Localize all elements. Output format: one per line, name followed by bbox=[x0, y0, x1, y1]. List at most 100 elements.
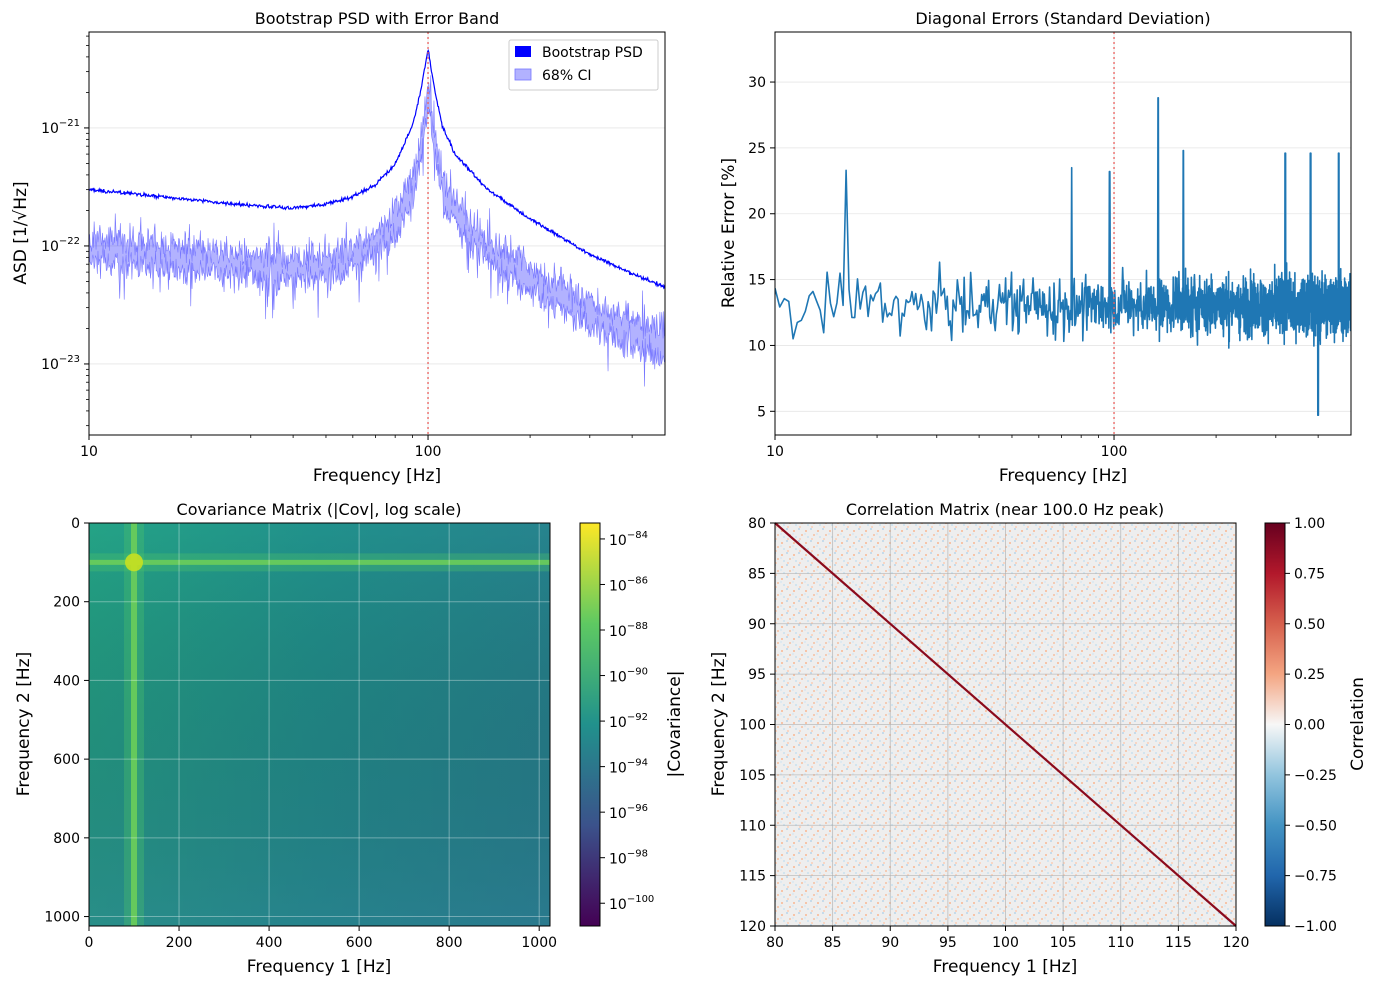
psd-x-ticks: 10 100 bbox=[80, 435, 633, 460]
psd-axes-frame bbox=[88, 31, 666, 436]
legend-swatch-psd bbox=[515, 46, 531, 57]
correlation-x-ticks: 80 85 90 95 100 105 110 115 120 bbox=[766, 926, 1249, 951]
correlation-colorbar: −1.00 −0.75 −0.50 −0.25 0.00 0.25 0.50 0.75 1.00… bbox=[1264, 516, 1368, 935]
errors-x-ticks: 10 100 bbox=[766, 435, 1319, 460]
psd-legend: Bootstrap PSD 68% CI bbox=[508, 39, 659, 91]
covariance-heatmap-shade bbox=[89, 523, 550, 926]
psd-line bbox=[89, 48, 665, 290]
y-tick-label: 100 bbox=[739, 718, 766, 734]
colorbar-tick-label: −1.00 bbox=[1294, 919, 1337, 935]
y-tick-label: 10−21 bbox=[41, 118, 80, 137]
colorbar-tick-label-base: 10 bbox=[609, 761, 627, 777]
x-tick-label: 100 bbox=[1101, 444, 1128, 460]
covariance-peak-lines bbox=[89, 523, 550, 926]
errors-x-label: Frequency [Hz] bbox=[999, 466, 1127, 486]
x-tick-label: 100 bbox=[992, 935, 1019, 951]
colorbar-tick-label: 0.25 bbox=[1294, 667, 1325, 683]
x-tick-label: 110 bbox=[1107, 935, 1134, 951]
colorbar-tick-label-exp: −94 bbox=[627, 758, 648, 769]
colorbar-tick-label-exp: −96 bbox=[627, 803, 648, 814]
colorbar-label: |Covariance| bbox=[665, 671, 685, 778]
peak-band-vertical bbox=[131, 523, 138, 926]
x-tick-label: 100 bbox=[415, 444, 442, 460]
y-tick-label: 115 bbox=[739, 869, 766, 885]
colorbar-tick-label-base: 10 bbox=[609, 806, 627, 822]
y-tick-label: 120 bbox=[739, 919, 766, 935]
colorbar-tick-label: 0.00 bbox=[1294, 718, 1325, 734]
x-tick-label: 120 bbox=[1223, 935, 1250, 951]
colorbar-tick-label-exp: −90 bbox=[627, 667, 648, 678]
colorbar-tick-label: −0.25 bbox=[1294, 768, 1337, 784]
colorbar-tick-label: 10−94 bbox=[609, 758, 648, 777]
y-tick-label: 25 bbox=[748, 141, 766, 157]
errors-grid bbox=[774, 32, 1351, 435]
x-tick-label: 95 bbox=[939, 935, 957, 951]
colorbar-tick-label: 0.75 bbox=[1294, 566, 1325, 582]
x-tick-label: 200 bbox=[166, 935, 193, 951]
y-tick-label: 85 bbox=[748, 566, 766, 582]
colorbar-tick-label-exp: −100 bbox=[627, 894, 654, 905]
covariance-title: Covariance Matrix (|Cov|, log scale) bbox=[177, 500, 462, 519]
colorbar-ticks: 10−10010−9810−9610−9410−9210−9010−8810−8… bbox=[600, 530, 654, 913]
correlation-y-ticks: 80 85 90 95 100 105 110 115 120 bbox=[739, 516, 775, 935]
colorbar-tick-label-base: 10 bbox=[609, 852, 627, 868]
colorbar-gradient bbox=[1264, 522, 1286, 927]
psd-x-label: Frequency [Hz] bbox=[313, 466, 441, 486]
peak-band-horizontal bbox=[89, 559, 550, 565]
legend-frame bbox=[508, 39, 659, 91]
y-tick-label-base: 10 bbox=[41, 239, 59, 255]
x-tick-label: 80 bbox=[766, 935, 784, 951]
colorbar-ticks: −1.00 −0.75 −0.50 −0.25 0.00 0.25 0.50 0.75 1.00 bbox=[1285, 516, 1337, 935]
colorbar-tick-label-base: 10 bbox=[609, 578, 627, 594]
x-tick-label: 85 bbox=[824, 935, 842, 951]
y-tick-label-exp: −23 bbox=[59, 354, 80, 365]
relative-error-line bbox=[775, 97, 1351, 417]
covariance-panel: 0 200 400 600 800 1000 0 200 400 600 800 1000 Cova… bbox=[14, 500, 685, 977]
covariance-axes-frame bbox=[88, 522, 551, 927]
errors-axes-frame bbox=[774, 31, 1352, 436]
correlation-title: Correlation Matrix (near 100.0 Hz peak) bbox=[846, 500, 1164, 519]
colorbar-tick-label-exp: −98 bbox=[627, 849, 648, 860]
y-tick-label: 20 bbox=[748, 207, 766, 223]
x-tick-label: 10 bbox=[80, 444, 98, 460]
colorbar-tick-label: 1.00 bbox=[1294, 516, 1325, 532]
y-tick-label: 400 bbox=[53, 673, 80, 689]
colorbar-tick-label: 10−100 bbox=[609, 894, 654, 913]
colorbar-tick-label-base: 10 bbox=[609, 670, 627, 686]
correlation-x-label: Frequency 1 [Hz] bbox=[933, 957, 1077, 977]
colorbar-tick-label: 10−90 bbox=[609, 667, 648, 686]
covariance-colorbar: 10−10010−9810−9610−9410−9210−9010−8810−8… bbox=[579, 522, 685, 927]
colorbar-label: Correlation bbox=[1348, 677, 1368, 771]
x-tick-label: 0 bbox=[85, 935, 94, 951]
y-tick-label-exp: −21 bbox=[59, 118, 80, 129]
y-tick-label: 200 bbox=[53, 595, 80, 611]
y-tick-label: 30 bbox=[748, 75, 766, 91]
colorbar-tick-label: 10−88 bbox=[609, 621, 648, 640]
errors-y-ticks: 5 10 15 20 25 30 bbox=[748, 75, 775, 420]
covariance-y-ticks: 0 200 400 600 800 1000 bbox=[44, 516, 89, 926]
colorbar-tick-label: 10−84 bbox=[609, 530, 648, 549]
colorbar-tick-label-exp: −92 bbox=[627, 712, 648, 723]
colorbar-tick-label-base: 10 bbox=[609, 715, 627, 731]
legend-swatch-ci bbox=[514, 68, 532, 81]
colorbar-tick-label: 10−86 bbox=[609, 575, 648, 594]
y-tick-label: 10−23 bbox=[41, 354, 80, 373]
colorbar-tick-label-exp: −84 bbox=[627, 530, 648, 541]
psd-y-label: ASD [1/√Hz] bbox=[11, 181, 31, 284]
x-tick-label: 115 bbox=[1165, 935, 1192, 951]
psd-title: Bootstrap PSD with Error Band bbox=[255, 9, 499, 28]
y-tick-label-base: 10 bbox=[41, 121, 59, 137]
ci-band bbox=[89, 75, 665, 387]
colorbar-tick-label-exp: −86 bbox=[627, 575, 648, 586]
colorbar-tick-label: 10−96 bbox=[609, 803, 648, 822]
y-tick-label: 5 bbox=[757, 404, 766, 420]
x-tick-label: 400 bbox=[256, 935, 283, 951]
y-tick-label-base: 10 bbox=[41, 357, 59, 373]
covariance-x-label: Frequency 1 [Hz] bbox=[247, 957, 391, 977]
x-tick-label: 1000 bbox=[521, 935, 557, 951]
colorbar-tick-label-base: 10 bbox=[609, 624, 627, 640]
colorbar-tick-label: −0.50 bbox=[1294, 818, 1337, 834]
